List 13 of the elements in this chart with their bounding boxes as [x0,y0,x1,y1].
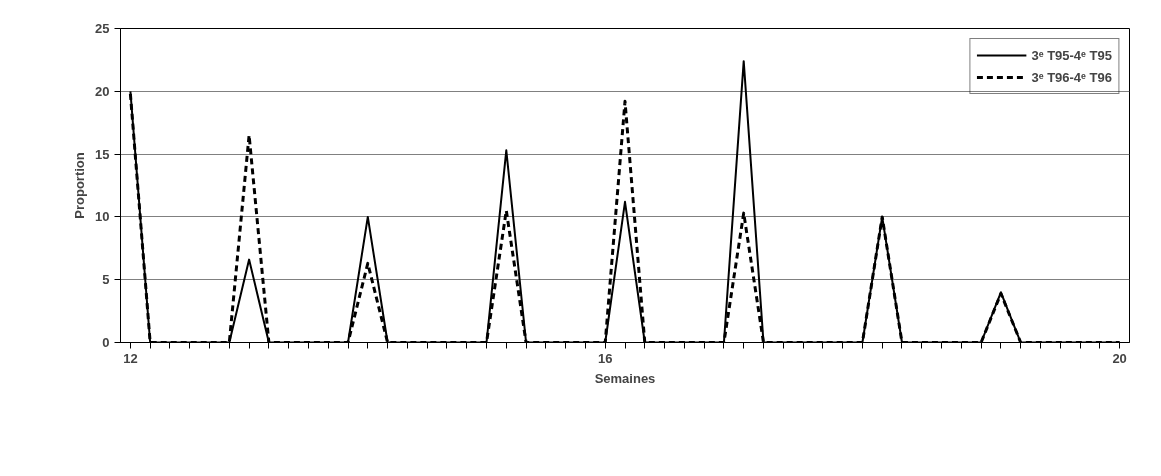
y-tick-label: 15 [95,146,110,162]
y-tick-label: 25 [95,21,110,36]
y-tick-label: 10 [95,209,110,225]
y-axis-title: Proportion [72,152,88,219]
y-tick-label: 5 [102,272,110,288]
x-tick-label: 16 [597,350,613,366]
x-tick-label: 12 [123,350,138,366]
x-tick-label: 20 [1112,350,1127,366]
legend-label: 3ᵉ T95-4ᵉ T95 [1031,47,1112,63]
x-axis-title: Semaines [594,370,656,386]
y-tick-label: 0 [102,335,110,350]
y-tick-label: 20 [95,83,110,99]
legend-label: 3ᵉ T96-4ᵉ T96 [1031,69,1112,85]
